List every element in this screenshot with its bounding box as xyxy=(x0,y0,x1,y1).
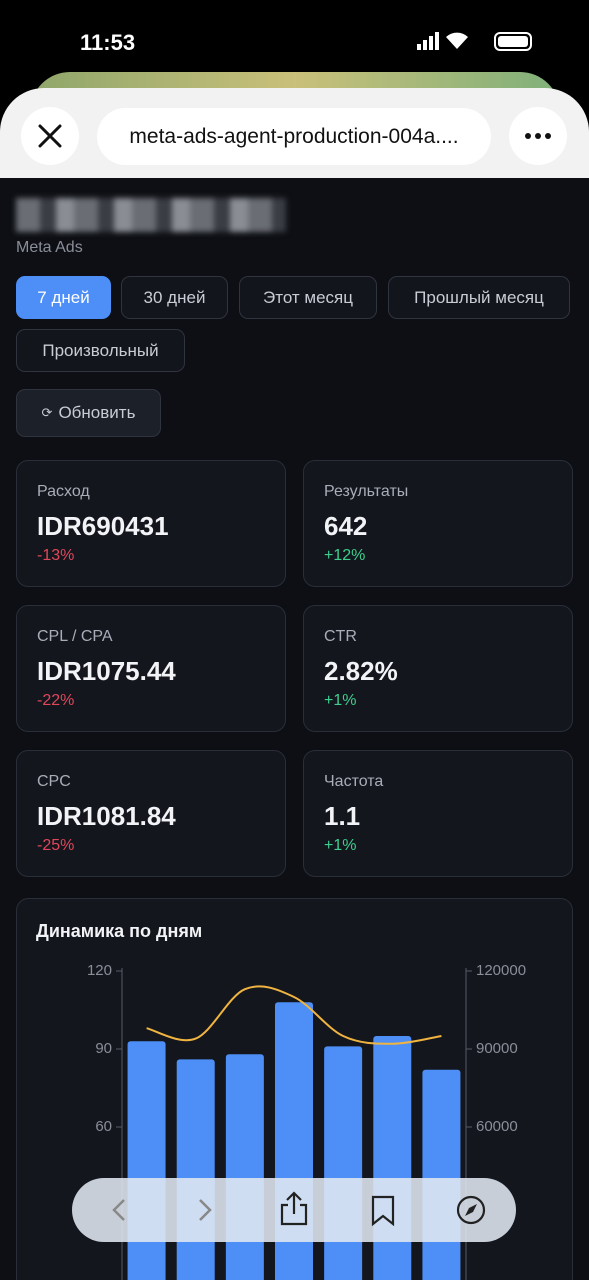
chart-title: Динамика по дням xyxy=(36,921,202,941)
status-time: 11:53 xyxy=(80,30,136,55)
metric-card: Расход IDR690431 -13% xyxy=(16,460,286,587)
metric-label: CPL / CPA xyxy=(37,628,113,645)
metric-change: +1% xyxy=(324,837,357,854)
forward-button[interactable] xyxy=(199,1199,212,1221)
menu-button[interactable] xyxy=(509,107,567,165)
metric-card: Результаты 642 +12% xyxy=(303,460,573,587)
y2-tick-label: 90000 xyxy=(476,1040,518,1057)
metric-change: -22% xyxy=(37,692,75,709)
y-tick-label: 60 xyxy=(95,1118,112,1135)
bar xyxy=(422,1069,461,1280)
refresh-label: Обновить xyxy=(58,403,136,422)
metric-card: Частота 1.1 +1% xyxy=(303,750,573,877)
bar xyxy=(127,1041,166,1280)
bar xyxy=(324,1046,363,1280)
subtitle: Meta Ads xyxy=(16,239,83,256)
share-button[interactable] xyxy=(280,1191,308,1226)
metric-change: -25% xyxy=(37,837,75,854)
metric-label: CPC xyxy=(37,773,71,790)
compass-button[interactable] xyxy=(456,1195,486,1225)
metric-value: IDR1081.84 xyxy=(37,801,176,831)
filter-button[interactable]: Произвольный xyxy=(16,329,185,372)
refresh-icon: ⟳ xyxy=(41,405,53,420)
metric-label: Частота xyxy=(324,773,384,790)
filter-button[interactable]: 30 дней xyxy=(121,276,228,319)
y2-tick-label: 120000 xyxy=(476,962,526,979)
metric-value: IDR690431 xyxy=(37,511,169,541)
status-icons xyxy=(417,32,532,51)
blurred-title xyxy=(16,198,286,232)
bottom-toolbar xyxy=(72,1178,516,1242)
metric-change: +1% xyxy=(324,692,357,709)
y2-tick-label: 60000 xyxy=(476,1118,518,1135)
bookmarks-button[interactable] xyxy=(371,1195,395,1227)
filter-button[interactable]: Этот месяц xyxy=(239,276,377,319)
url-field[interactable]: meta-ads-agent-production-004a.... xyxy=(97,108,491,165)
bar xyxy=(176,1059,215,1280)
metric-label: Результаты xyxy=(324,483,409,500)
metric-value: IDR1075.44 xyxy=(37,656,176,686)
metric-card: CPL / CPA IDR1075.44 -22% xyxy=(16,605,286,732)
metric-value: 1.1 xyxy=(324,801,361,831)
filter-button[interactable]: 7 дней xyxy=(16,276,111,319)
metric-label: CTR xyxy=(324,628,357,645)
line xyxy=(146,985,442,1045)
metric-card: CTR 2.82% +1% xyxy=(303,605,573,732)
metric-value: 642 xyxy=(324,511,368,541)
refresh-button[interactable]: ⟳ Обновить xyxy=(16,389,161,437)
close-button[interactable] xyxy=(21,107,79,165)
metric-value: 2.82% xyxy=(324,656,398,686)
y-tick-label: 120 xyxy=(87,962,112,979)
back-button[interactable] xyxy=(112,1199,125,1221)
bar xyxy=(373,1036,412,1280)
bar xyxy=(225,1054,264,1280)
metric-change: -13% xyxy=(37,547,75,564)
metric-card: CPC IDR1081.84 -25% xyxy=(16,750,286,877)
y-tick-label: 90 xyxy=(95,1040,112,1057)
filter-button[interactable]: Прошлый месяц xyxy=(388,276,570,319)
metric-change: +12% xyxy=(324,547,366,564)
metric-label: Расход xyxy=(37,483,90,500)
